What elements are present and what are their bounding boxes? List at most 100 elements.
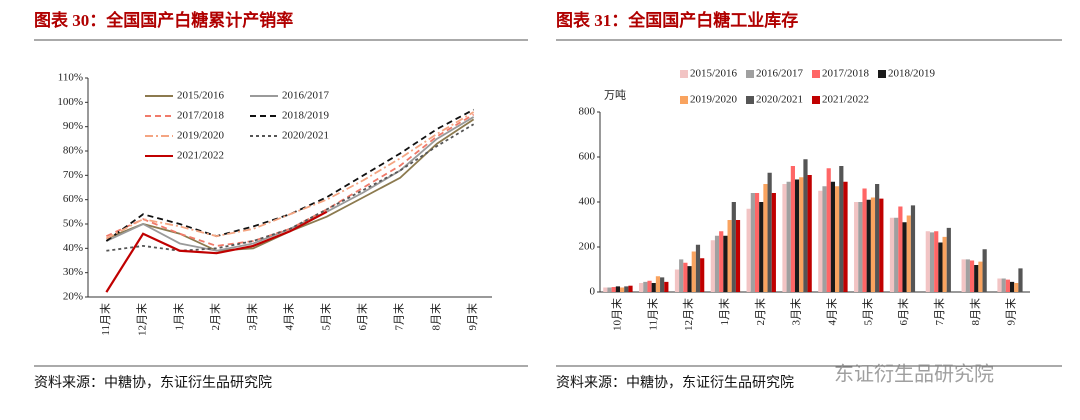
bar [710,240,715,292]
y-tick-label: 30% [63,266,83,278]
y-axis-label: 万吨 [604,89,626,102]
bar [969,260,975,292]
bar [750,193,755,292]
bar [759,202,764,292]
x-tick-label: 12月末 [135,303,149,336]
x-tick-label: 6月末 [355,303,369,331]
bar [763,184,768,292]
watermark: 东证衍生品研究院 [834,363,994,386]
bar [978,261,983,292]
legend-label: 2016/2017 [756,68,804,80]
bar [786,181,791,292]
bar [906,215,911,292]
bar [1009,281,1015,292]
x-tick-label: 6月末 [896,298,910,326]
y-tick-label: 60% [63,193,83,205]
legend-label: 2015/2016 [690,68,738,80]
bar [982,249,987,292]
bar [611,287,616,292]
bar [910,205,916,292]
y-tick-label: 800 [579,106,596,118]
legend-swatch [680,70,688,78]
bar [1005,279,1010,292]
legend-label: 2019/2020 [177,130,225,142]
legend-label: 2020/2021 [282,130,329,142]
bar [615,286,621,292]
bar [889,217,895,292]
x-tick-label: 5月末 [318,303,332,331]
bar [866,199,871,292]
bar [727,220,732,292]
x-tick-label: 8月末 [968,298,982,326]
bar [803,159,808,292]
x-tick-label: 12月末 [681,298,695,331]
bar [843,181,848,292]
bar [961,259,966,292]
bar [974,265,979,292]
legend-label: 2021/2022 [822,94,869,106]
bar [746,208,751,292]
y-tick-label: 80% [63,145,83,157]
legend-swatch [746,96,754,104]
legend-label: 2021/2022 [177,150,224,162]
legend-swatch [878,70,886,78]
bar [647,280,652,292]
bar [875,184,880,292]
y-tick-label: 50% [63,218,83,230]
y-tick-label: 90% [63,120,83,132]
bar [938,242,943,292]
bar [695,244,701,292]
bar [835,186,840,292]
bar [925,231,930,292]
bar [818,190,823,292]
bar [879,198,884,292]
y-tick-label: 200 [579,241,596,253]
bar [767,172,772,292]
bar [624,286,629,292]
x-tick-label: 1月末 [171,303,185,331]
legend-label: 2017/2018 [822,68,870,80]
source: 资料来源：中糖协，东证衍生品研究院 [556,375,794,391]
bar [771,193,776,292]
legend-swatch [680,96,688,104]
y-tick-label: 600 [579,151,596,163]
series-line [106,123,475,252]
y-tick-label: 40% [63,242,83,254]
bar [664,281,669,292]
y-tick-label: 400 [579,196,596,208]
legend-swatch [746,70,754,78]
x-tick-label: 4月末 [282,303,296,331]
bar [830,181,836,292]
bar [700,258,705,292]
bar [651,283,656,292]
bar [929,232,935,292]
bar [735,220,741,292]
bar [794,179,800,292]
series-line [105,210,328,293]
bar [754,193,760,292]
x-tick-label: 9月末 [1004,298,1018,326]
bar [679,259,684,292]
x-tick-label: 2月末 [753,298,767,326]
y-tick-label: 20% [63,291,83,303]
legend-label: 2017/2018 [177,110,225,122]
x-tick-label: 3月末 [789,298,803,326]
bar [898,206,903,292]
bar [655,276,661,292]
bar [858,202,863,292]
chart-title: 图表 31：全国国产白糖工业库存 [556,10,798,30]
x-tick-label: 10月末 [609,298,623,331]
bar [643,281,648,292]
bar [639,283,644,292]
bar [719,231,724,292]
bar [1014,283,1019,292]
bar [854,202,859,292]
x-tick-label: 1月末 [717,298,731,326]
bar [723,235,728,292]
x-tick-label: 7月末 [392,303,406,331]
y-tick-label: 70% [63,169,83,181]
x-tick-label: 3月末 [245,303,259,331]
source: 资料来源：中糖协，东证衍生品研究院 [34,375,272,391]
x-tick-label: 4月末 [824,298,838,326]
y-tick-label: 100% [57,96,83,108]
